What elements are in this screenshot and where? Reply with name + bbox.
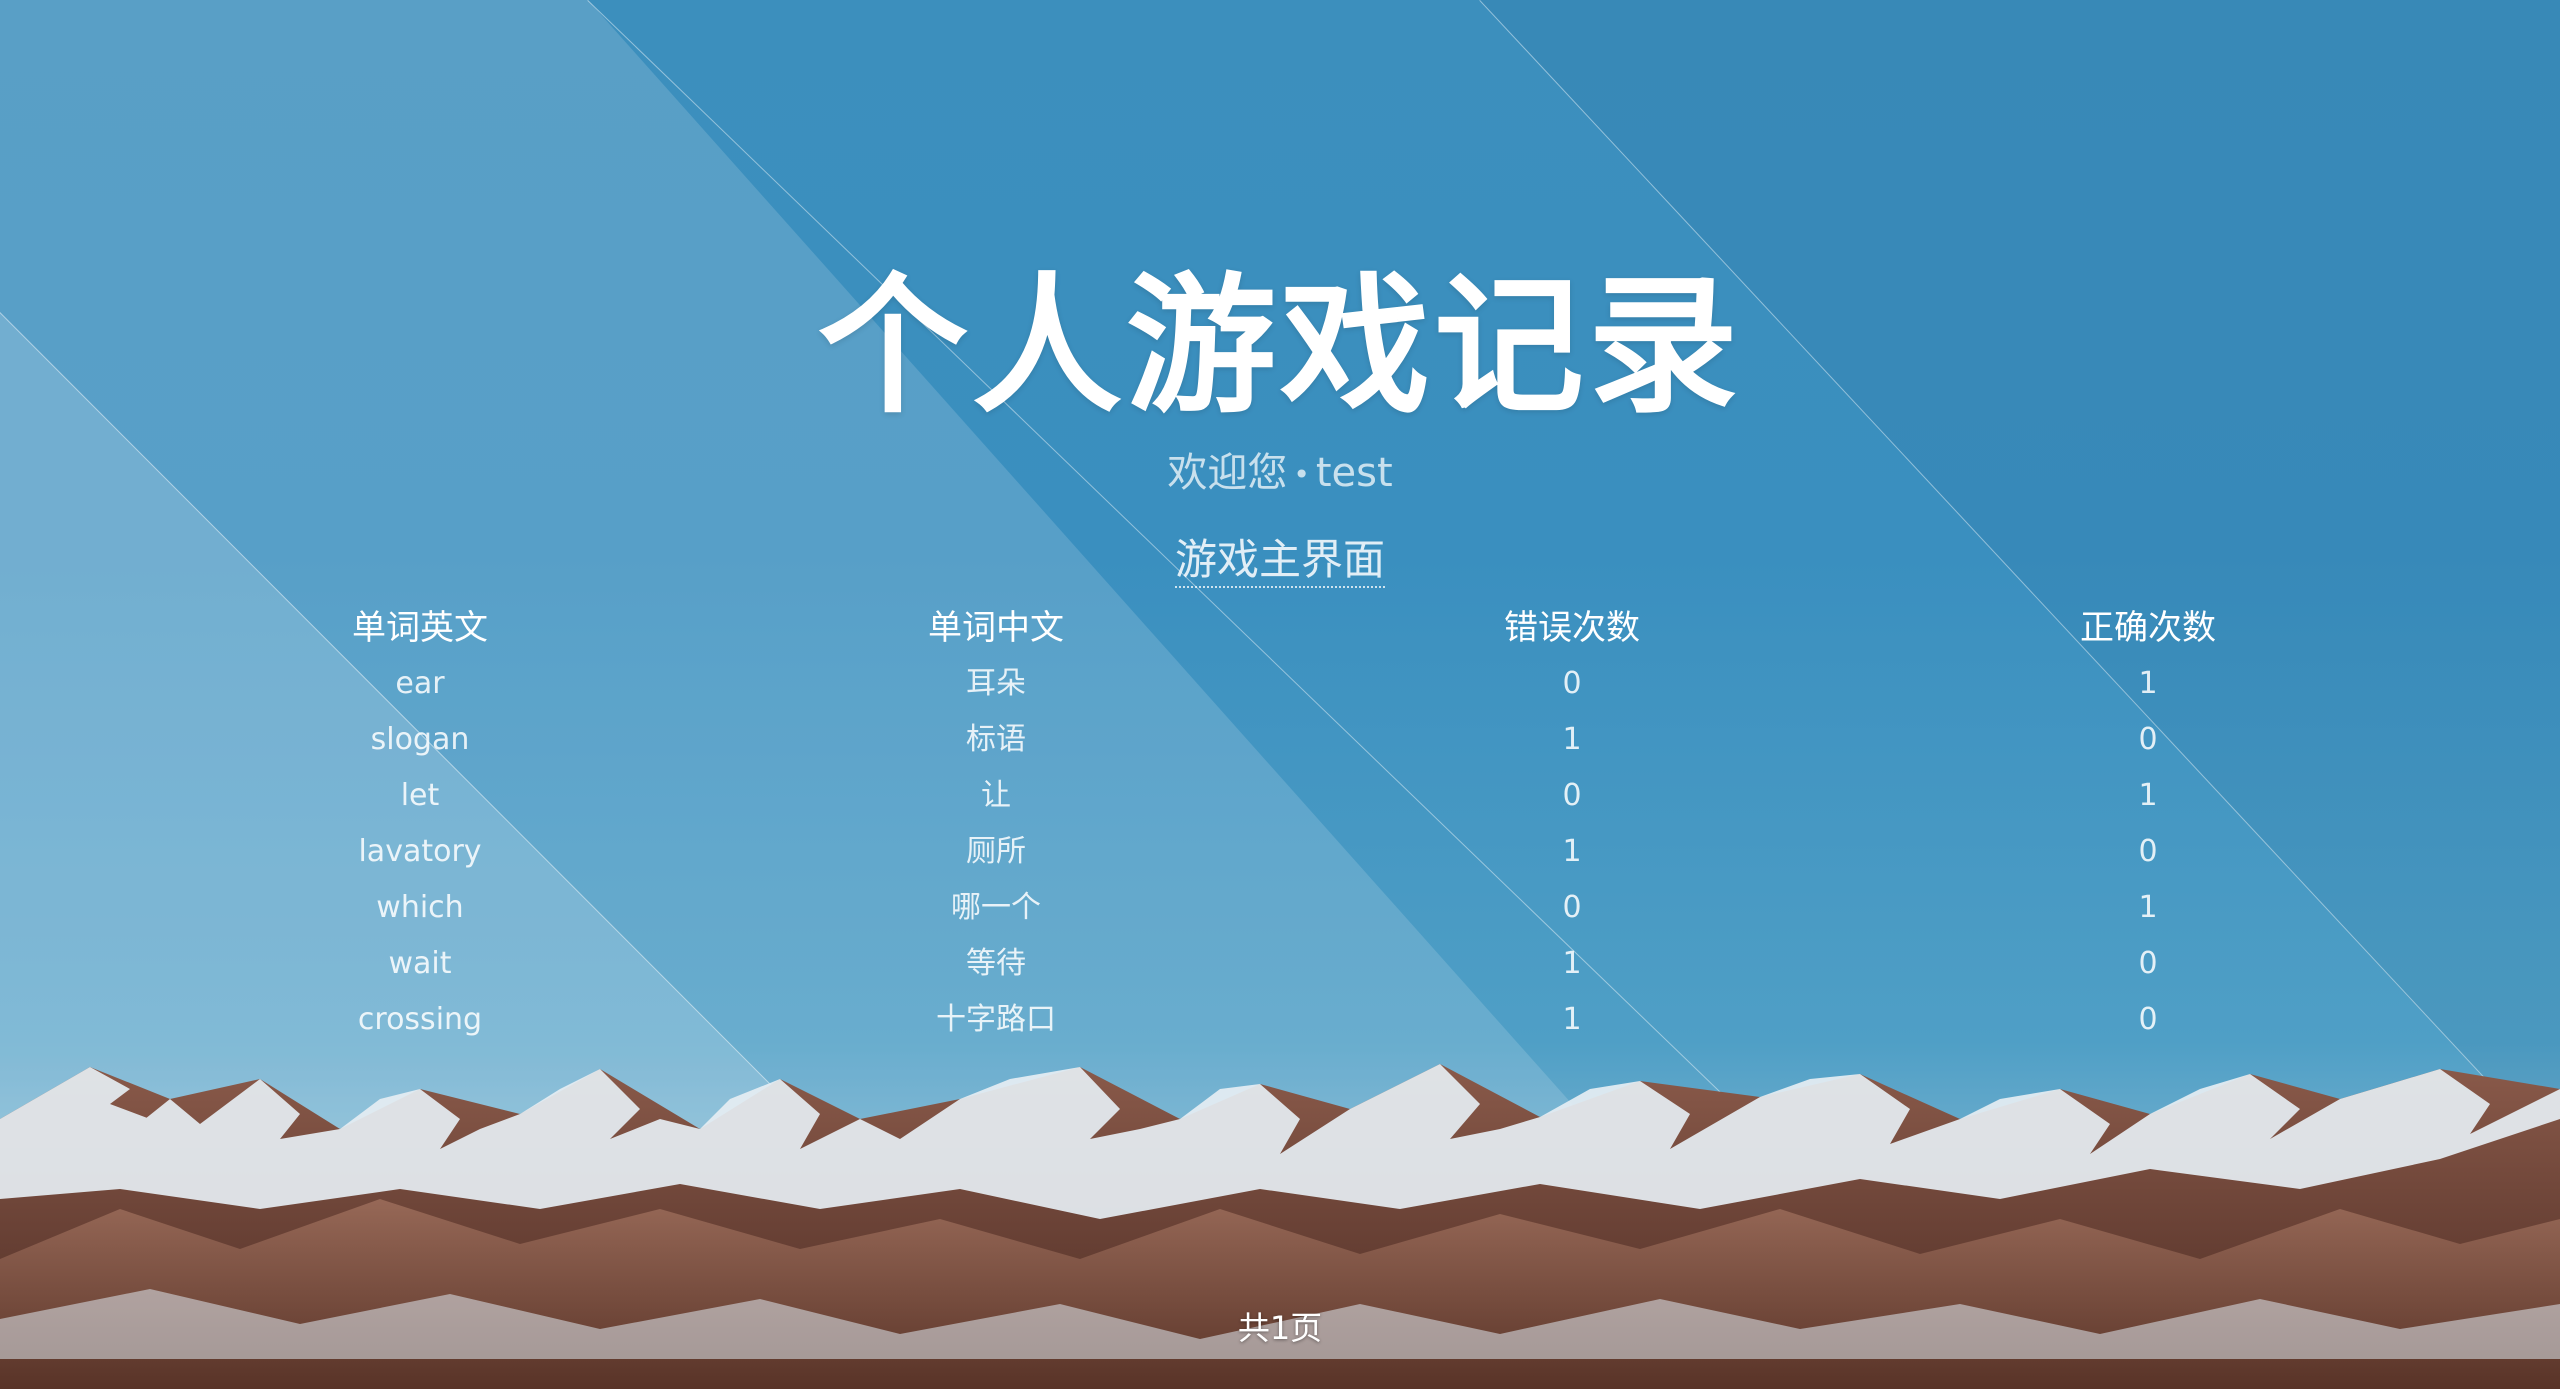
- cell-wrong-count: 1: [1562, 722, 1582, 757]
- cell-wrong-count: 1: [1562, 834, 1582, 869]
- column-header-right-count: 正确次数: [2080, 608, 2216, 648]
- page-title: 个人游戏记录: [817, 260, 1742, 434]
- cell-wrong-count: 0: [1562, 778, 1582, 813]
- cell-right-count: 0: [2138, 722, 2158, 757]
- separator-dot: •: [1293, 458, 1310, 491]
- cell-chinese: 标语: [966, 722, 1026, 757]
- cell-english: wait: [388, 946, 452, 981]
- cell-wrong-count: 0: [1562, 890, 1582, 925]
- cell-wrong-count: 1: [1562, 946, 1582, 981]
- main-link-container: 游戏主界面: [0, 535, 2560, 594]
- welcome-message: 欢迎您 • test: [0, 448, 2560, 500]
- cell-right-count: 1: [2138, 778, 2158, 813]
- cell-english: crossing: [357, 1002, 483, 1037]
- cell-right-count: 0: [2138, 1002, 2158, 1037]
- table-row: ear 耳朵 0 1: [0, 656, 2560, 712]
- column-header-english: 单词英文: [352, 608, 488, 648]
- cell-chinese: 让: [981, 778, 1011, 813]
- cell-english: let: [400, 778, 440, 813]
- cell-chinese: 十字路口: [936, 1002, 1056, 1037]
- welcome-label: 欢迎您: [1167, 450, 1288, 496]
- table-row: which 哪一个 0 1: [0, 880, 2560, 936]
- game-main-menu-link[interactable]: 游戏主界面: [1174, 535, 1385, 588]
- cell-chinese: 厕所: [966, 834, 1026, 869]
- cell-chinese: 等待: [966, 946, 1026, 981]
- cell-right-count: 0: [2138, 946, 2158, 981]
- cell-english: which: [376, 890, 464, 925]
- cell-wrong-count: 1: [1562, 1002, 1582, 1037]
- table-row: lavatory 厕所 1 0: [0, 824, 2560, 880]
- cell-english: slogan: [370, 722, 470, 757]
- table-row: wait 等待 1 0: [0, 936, 2560, 992]
- cell-chinese: 哪一个: [951, 890, 1041, 925]
- table-header-row: 单词英文 单词中文 错误次数 正确次数: [0, 600, 2560, 656]
- column-header-chinese: 单词中文: [928, 608, 1064, 648]
- cell-english: ear: [395, 666, 445, 701]
- records-table: 单词英文 单词中文 错误次数 正确次数 ear 耳朵 0 1 slogan 标语…: [0, 600, 2560, 1048]
- table-row: let 让 0 1: [0, 768, 2560, 824]
- cell-right-count: 0: [2138, 834, 2158, 869]
- cell-right-count: 1: [2138, 666, 2158, 701]
- cell-english: lavatory: [358, 834, 482, 869]
- cell-wrong-count: 0: [1562, 666, 1582, 701]
- column-header-wrong-count: 错误次数: [1504, 608, 1640, 648]
- page-count: 共1页: [1237, 1309, 1323, 1347]
- table-row: crossing 十字路口 1 0: [0, 992, 2560, 1048]
- table-row: slogan 标语 1 0: [0, 712, 2560, 768]
- username: test: [1315, 450, 1393, 496]
- cell-right-count: 1: [2138, 890, 2158, 925]
- cell-chinese: 耳朵: [966, 666, 1026, 701]
- mountain-background-image: [0, 1064, 2560, 1389]
